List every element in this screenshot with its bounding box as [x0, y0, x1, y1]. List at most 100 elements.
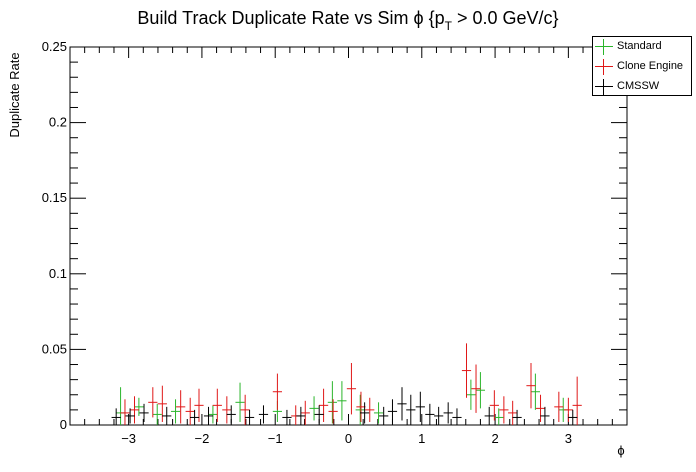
- data-point-cmssw: [434, 406, 444, 425]
- data-point-cmssw: [258, 405, 269, 424]
- x-tick-label: 1: [418, 431, 425, 446]
- data-point-standard: [530, 373, 540, 410]
- x-tick-label: 2: [491, 431, 498, 446]
- y-tick-label: 0.15: [42, 190, 67, 205]
- x-tick-label: −1: [268, 431, 283, 446]
- data-point-clone-engine: [318, 388, 329, 422]
- data-point-clone-engine: [222, 396, 232, 424]
- data-point-cmssw: [425, 403, 435, 425]
- data-point-standard: [115, 387, 126, 425]
- data-point-standard: [235, 382, 245, 422]
- data-point-clone-engine: [508, 400, 518, 425]
- plot-frame: [69, 46, 628, 426]
- data-point-clone-engine: [572, 376, 582, 425]
- axis-ticks: −3 −2 −1 0 1 2 3 0 0.05 0.1 0.15 0.2 0.25: [42, 39, 628, 446]
- data-point-cmssw: [162, 406, 172, 425]
- data-point-clone-engine: [194, 388, 204, 422]
- data-point-cmssw: [484, 406, 494, 425]
- data-point-clone-engine: [148, 387, 158, 418]
- data-point-clone-engine: [185, 397, 195, 425]
- legend-marker-clone-engine: [595, 59, 613, 75]
- x-tick-label: −2: [195, 431, 210, 446]
- data-point-cmssw: [111, 408, 121, 425]
- data-point-clone-engine: [212, 388, 222, 422]
- data-point-clone-engine: [272, 373, 283, 410]
- legend-marker-cmssw: [595, 79, 613, 95]
- data-point-cmssw: [189, 409, 200, 425]
- data-point-cmssw: [226, 405, 236, 424]
- data-point-cmssw: [512, 409, 522, 425]
- legend-item-standard: Standard: [593, 37, 693, 57]
- data-point-standard: [134, 397, 144, 416]
- series-clone-engine: [120, 343, 582, 425]
- data-point-clone-engine: [554, 391, 564, 422]
- data-point-cmssw: [443, 402, 453, 424]
- y-axis-label: Duplicate Rate: [7, 52, 22, 137]
- data-point-cmssw: [314, 405, 324, 424]
- data-point-standard: [309, 396, 319, 421]
- x-tick-label: 3: [565, 431, 572, 446]
- x-axis-label: ϕ: [617, 443, 624, 458]
- data-point-cmssw: [125, 408, 135, 424]
- data-point-clone-engine: [356, 391, 366, 422]
- y-tick-label: 0.05: [42, 341, 67, 356]
- legend-label-standard: Standard: [617, 40, 662, 52]
- data-point-clone-engine: [499, 396, 509, 424]
- y-tick-label: 0.1: [49, 266, 67, 281]
- data-point-clone-engine: [291, 405, 301, 425]
- data-point-standard: [355, 394, 365, 425]
- legend-marker-standard: [595, 39, 613, 55]
- data-point-standard: [466, 379, 476, 410]
- data-point-clone-engine: [176, 390, 186, 424]
- data-point-clone-engine: [157, 385, 167, 422]
- x-tick-label: 0: [345, 431, 352, 446]
- legend-label-cmssw: CMSSW: [617, 80, 660, 92]
- data-point-clone-engine: [120, 399, 130, 425]
- data-point-clone-engine: [489, 390, 499, 421]
- data-point-clone-engine: [129, 396, 140, 424]
- data-point-cmssw: [415, 391, 425, 422]
- chart-title: Build Track Duplicate Rate vs Sim ϕ {pT …: [137, 8, 558, 33]
- data-point-standard: [327, 381, 337, 424]
- y-tick-label: 0: [60, 417, 67, 432]
- data-point-standard: [373, 402, 384, 424]
- data-point-clone-engine: [240, 394, 250, 425]
- chart-title-subscript: T: [445, 19, 453, 33]
- data-point-cmssw: [540, 406, 550, 425]
- data-point-standard: [170, 399, 181, 424]
- data-point-clone-engine: [526, 363, 536, 409]
- data-point-clone-engine: [535, 394, 546, 422]
- data-point-standard: [208, 405, 218, 424]
- data-point-cmssw: [568, 409, 578, 425]
- series-layer: [111, 343, 582, 425]
- y-tick-label: 0.2: [49, 115, 67, 130]
- data-point-clone-engine: [346, 363, 357, 415]
- legend-item-clone-engine: Clone Engine: [593, 57, 693, 77]
- data-point-standard: [494, 408, 504, 425]
- data-point-clone-engine: [300, 400, 310, 425]
- legend-label-clone-engine: Clone Engine: [617, 60, 684, 72]
- data-point-cmssw: [282, 409, 292, 425]
- y-tick-label: 0.25: [42, 39, 67, 54]
- data-point-clone-engine: [461, 343, 472, 398]
- data-point-standard: [152, 403, 162, 425]
- data-point-standard: [337, 381, 347, 421]
- data-point-cmssw: [203, 406, 214, 425]
- data-point-standard: [475, 372, 486, 409]
- data-point-clone-engine: [471, 364, 481, 413]
- data-point-cmssw: [139, 403, 149, 422]
- data-point-clone-engine: [328, 399, 338, 424]
- legend-item-cmssw: CMSSW: [593, 77, 693, 97]
- series-standard: [115, 372, 568, 425]
- x-tick-label: −3: [121, 431, 136, 446]
- series-cmssw: [111, 387, 578, 425]
- data-point-cmssw: [360, 402, 370, 424]
- data-point-cmssw: [406, 394, 416, 425]
- data-point-cmssw: [379, 406, 389, 425]
- chart-title-rest: > 0.0 GeV/c}: [452, 8, 559, 28]
- data-point-cmssw: [387, 399, 398, 424]
- data-point-cmssw: [244, 409, 255, 425]
- data-point-clone-engine: [563, 397, 573, 422]
- data-point-cmssw: [397, 387, 407, 421]
